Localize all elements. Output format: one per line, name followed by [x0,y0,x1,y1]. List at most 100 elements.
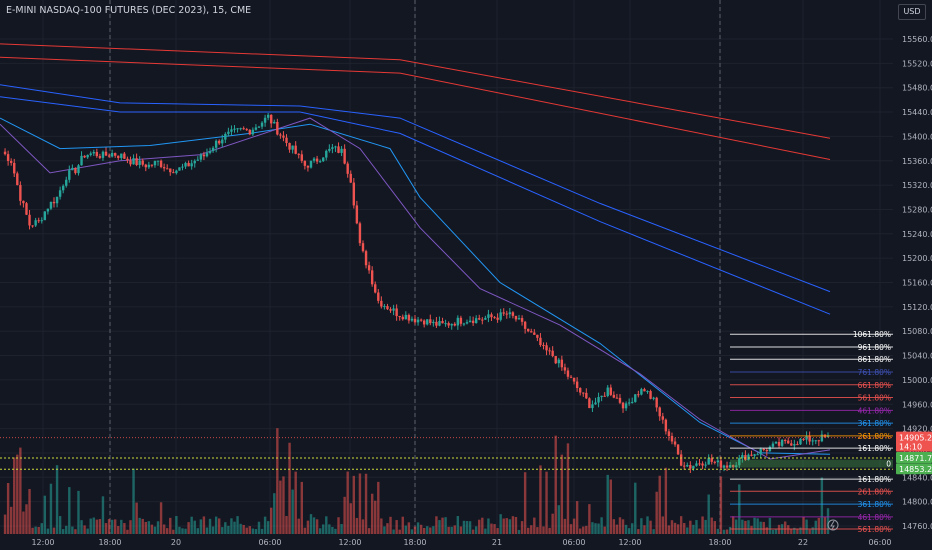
volume-bar [667,525,671,534]
volume-bar [346,471,349,534]
candle-body [474,318,478,324]
candle-body [178,167,181,171]
volume-bar [40,523,43,534]
volume-bar [31,527,34,534]
fib-zone [730,459,893,468]
x-tick-label: 22 [798,538,808,547]
volume-bar [575,501,579,534]
candle-body [334,146,337,148]
volume-bar [505,518,508,534]
candle-body [643,389,646,392]
candle-body [771,443,775,447]
volume-bar [591,522,594,534]
candle-body [193,160,196,164]
volume-bar [58,516,62,534]
candle-body [297,153,300,155]
candle-body [716,460,720,463]
volume-bar [634,482,637,534]
volume-bar [135,502,138,534]
candle-body [407,314,411,321]
candle-body [352,182,356,206]
volume-bar [312,517,316,534]
volume-bar [46,528,50,534]
volume-bar [774,529,778,534]
candle-body [459,317,463,324]
candle-body [328,148,331,151]
candle-body [300,154,304,161]
volume-bar [254,529,258,534]
volume-bar [358,473,362,534]
volume-bar [202,516,206,534]
candle-body [750,454,753,456]
candle-body [686,465,689,467]
candle-body [282,135,285,138]
candle-body [713,461,717,463]
candle-body [187,162,190,167]
volume-bar [25,504,28,534]
candle-body [637,394,640,396]
currency-button[interactable]: USD [898,4,926,20]
volume-bar [612,519,616,534]
volume-bar [664,467,668,534]
volume-bar [80,520,83,534]
candle-body [560,359,564,368]
volume-bar [166,528,169,534]
candle-body [398,316,401,318]
volume-bar [303,527,307,534]
volume-bar [618,517,622,534]
x-tick-label: 12:00 [618,538,641,547]
volume-bar [640,518,643,534]
candle-body [196,159,199,161]
fib-level-label: 261.80% [858,432,891,441]
candle-body [383,306,386,308]
volume-bar [701,516,704,534]
alert-icon[interactable] [827,519,839,531]
candle-body [208,150,212,153]
volume-bar [245,527,248,534]
volume-bar [172,529,175,534]
volume-bar [337,517,340,534]
volume-bar [153,526,157,534]
candle-body [502,312,505,314]
volume-bar [169,517,172,534]
volume-bar [196,528,199,534]
y-tick-label: 15240.00 [902,230,932,239]
volume-bar [756,518,759,534]
volume-bar [496,528,499,534]
candle-body [710,458,713,462]
candle-body [43,211,47,221]
candle-body [95,151,99,157]
volume-bar [236,516,239,534]
candle-body [658,407,661,417]
candle-body [37,220,40,222]
candle-body [664,419,668,432]
y-tick-label: 15280.00 [902,205,932,214]
y-tick-label: 15560.00 [902,35,932,44]
candle-body [478,318,481,320]
candle-body [768,446,772,452]
candles [3,112,830,474]
volume-bar [65,525,68,534]
candle-body [337,146,340,153]
candle-body [147,164,151,168]
volume-bar [325,516,328,534]
candle-body [505,313,508,315]
volume-bar [273,493,276,534]
volume-bar [563,518,567,534]
volume-bar [187,522,190,534]
volume-bar [450,526,453,534]
y-tick-label: 14800.00 [902,498,932,507]
volume-bar [808,529,811,534]
volume-bar [208,518,212,534]
candle-body [291,145,294,150]
fibonacci-extension[interactable]: 1061.80% 961.80% 861.80% 761.80% 661.80% 561.… [730,330,893,534]
candle-body [184,162,187,167]
candle-body [704,464,707,466]
candle-body [799,438,802,445]
volume-bar [474,526,478,534]
volume-bar [487,518,490,534]
candle-body [404,314,408,320]
time-axis[interactable] [0,534,932,550]
candle-body [218,140,221,144]
